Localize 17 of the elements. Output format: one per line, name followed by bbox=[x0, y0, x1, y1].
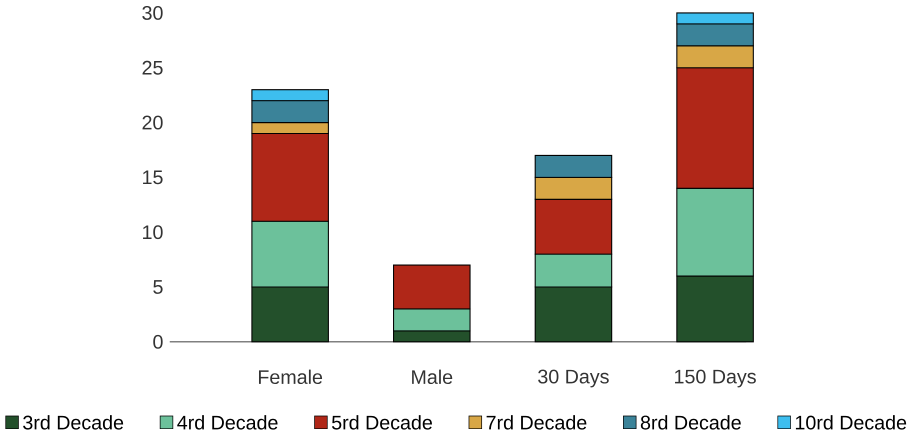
y-tick-label: 20 bbox=[142, 116, 163, 130]
x-tick-label: 30 Days bbox=[538, 370, 609, 388]
legend-label: 8rd Decade bbox=[640, 415, 741, 430]
legend-label: 4rd Decade bbox=[177, 415, 278, 430]
y-tick-label: 15 bbox=[143, 170, 163, 184]
y-tick-label: 0 bbox=[153, 334, 163, 349]
x-tick-label: Male bbox=[412, 370, 452, 384]
y-tick-label: 5 bbox=[153, 280, 163, 294]
legend-label: 5rd Decade bbox=[332, 415, 432, 430]
x-tick-label: 150 Days bbox=[675, 370, 756, 388]
y-tick-label: 30 bbox=[142, 6, 163, 20]
y-tick-label: 10 bbox=[143, 225, 163, 240]
legend-label: 3rd Decade bbox=[23, 415, 124, 430]
x-tick-label: Female bbox=[258, 370, 322, 384]
legend-label: 10rd Decade bbox=[796, 415, 906, 430]
y-tick-label: 25 bbox=[142, 60, 163, 75]
legend-label: 7rd Decade bbox=[486, 415, 586, 430]
